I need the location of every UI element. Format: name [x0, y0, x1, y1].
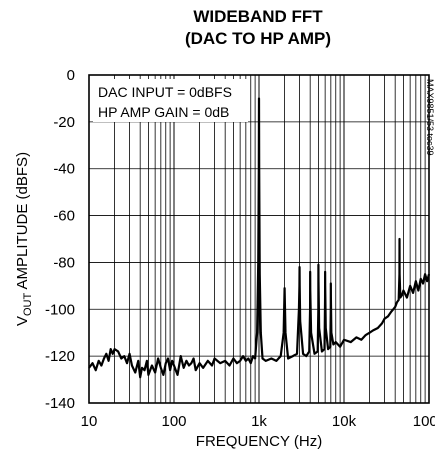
- y-tick-label: -140: [45, 395, 75, 412]
- y-tick-label: -80: [53, 254, 75, 271]
- x-tick-label: 10: [81, 413, 98, 430]
- y-tick-label: -100: [45, 301, 75, 318]
- y-tick-labels: 0 -20 -40 -60 -80 -100 -120 -140: [45, 67, 75, 412]
- annotation-background: [93, 79, 248, 122]
- y-axis-label-rest: AMPLITUDE (dBFS): [14, 152, 31, 293]
- y-axis-label-sub: OUT: [22, 293, 34, 317]
- y-tick-label: -20: [53, 114, 75, 131]
- side-note: MAX9851/53 toc39: [425, 79, 435, 156]
- chart-title-line-1: WIDEBAND FFT: [193, 7, 323, 26]
- x-axis-label: FREQUENCY (Hz): [196, 433, 322, 450]
- x-tick-label: 100: [161, 413, 186, 430]
- y-tick-label: 0: [67, 67, 75, 84]
- x-tick-label: 1k: [251, 413, 267, 430]
- fft-trace: [88, 97, 431, 379]
- series-line-0: [88, 97, 431, 379]
- y-tick-label: -60: [53, 208, 75, 225]
- x-tick-label: 100k: [413, 413, 435, 430]
- annotation-hp-amp-gain: HP AMP GAIN = 0dB: [98, 104, 229, 120]
- x-tick-label: 10k: [332, 413, 357, 430]
- y-tick-label: -40: [53, 161, 75, 178]
- y-axis-label-prefix: V: [14, 316, 31, 326]
- plot-frame: [88, 74, 430, 404]
- chart-title-line-2: (DAC TO HP AMP): [185, 29, 331, 48]
- y-axis-label: VOUT AMPLITUDE (dBFS): [14, 152, 34, 326]
- x-tick-labels: 10 100 1k 10k 100k: [81, 413, 435, 430]
- annotation-dac-input: DAC INPUT = 0dBFS: [98, 84, 232, 100]
- y-tick-label: -120: [45, 348, 75, 365]
